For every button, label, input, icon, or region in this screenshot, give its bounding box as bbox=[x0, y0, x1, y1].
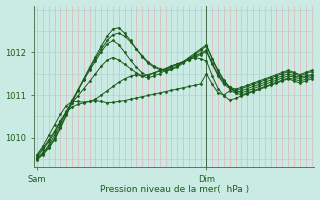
X-axis label: Pression niveau de la mer(  hPa ): Pression niveau de la mer( hPa ) bbox=[100, 185, 249, 194]
